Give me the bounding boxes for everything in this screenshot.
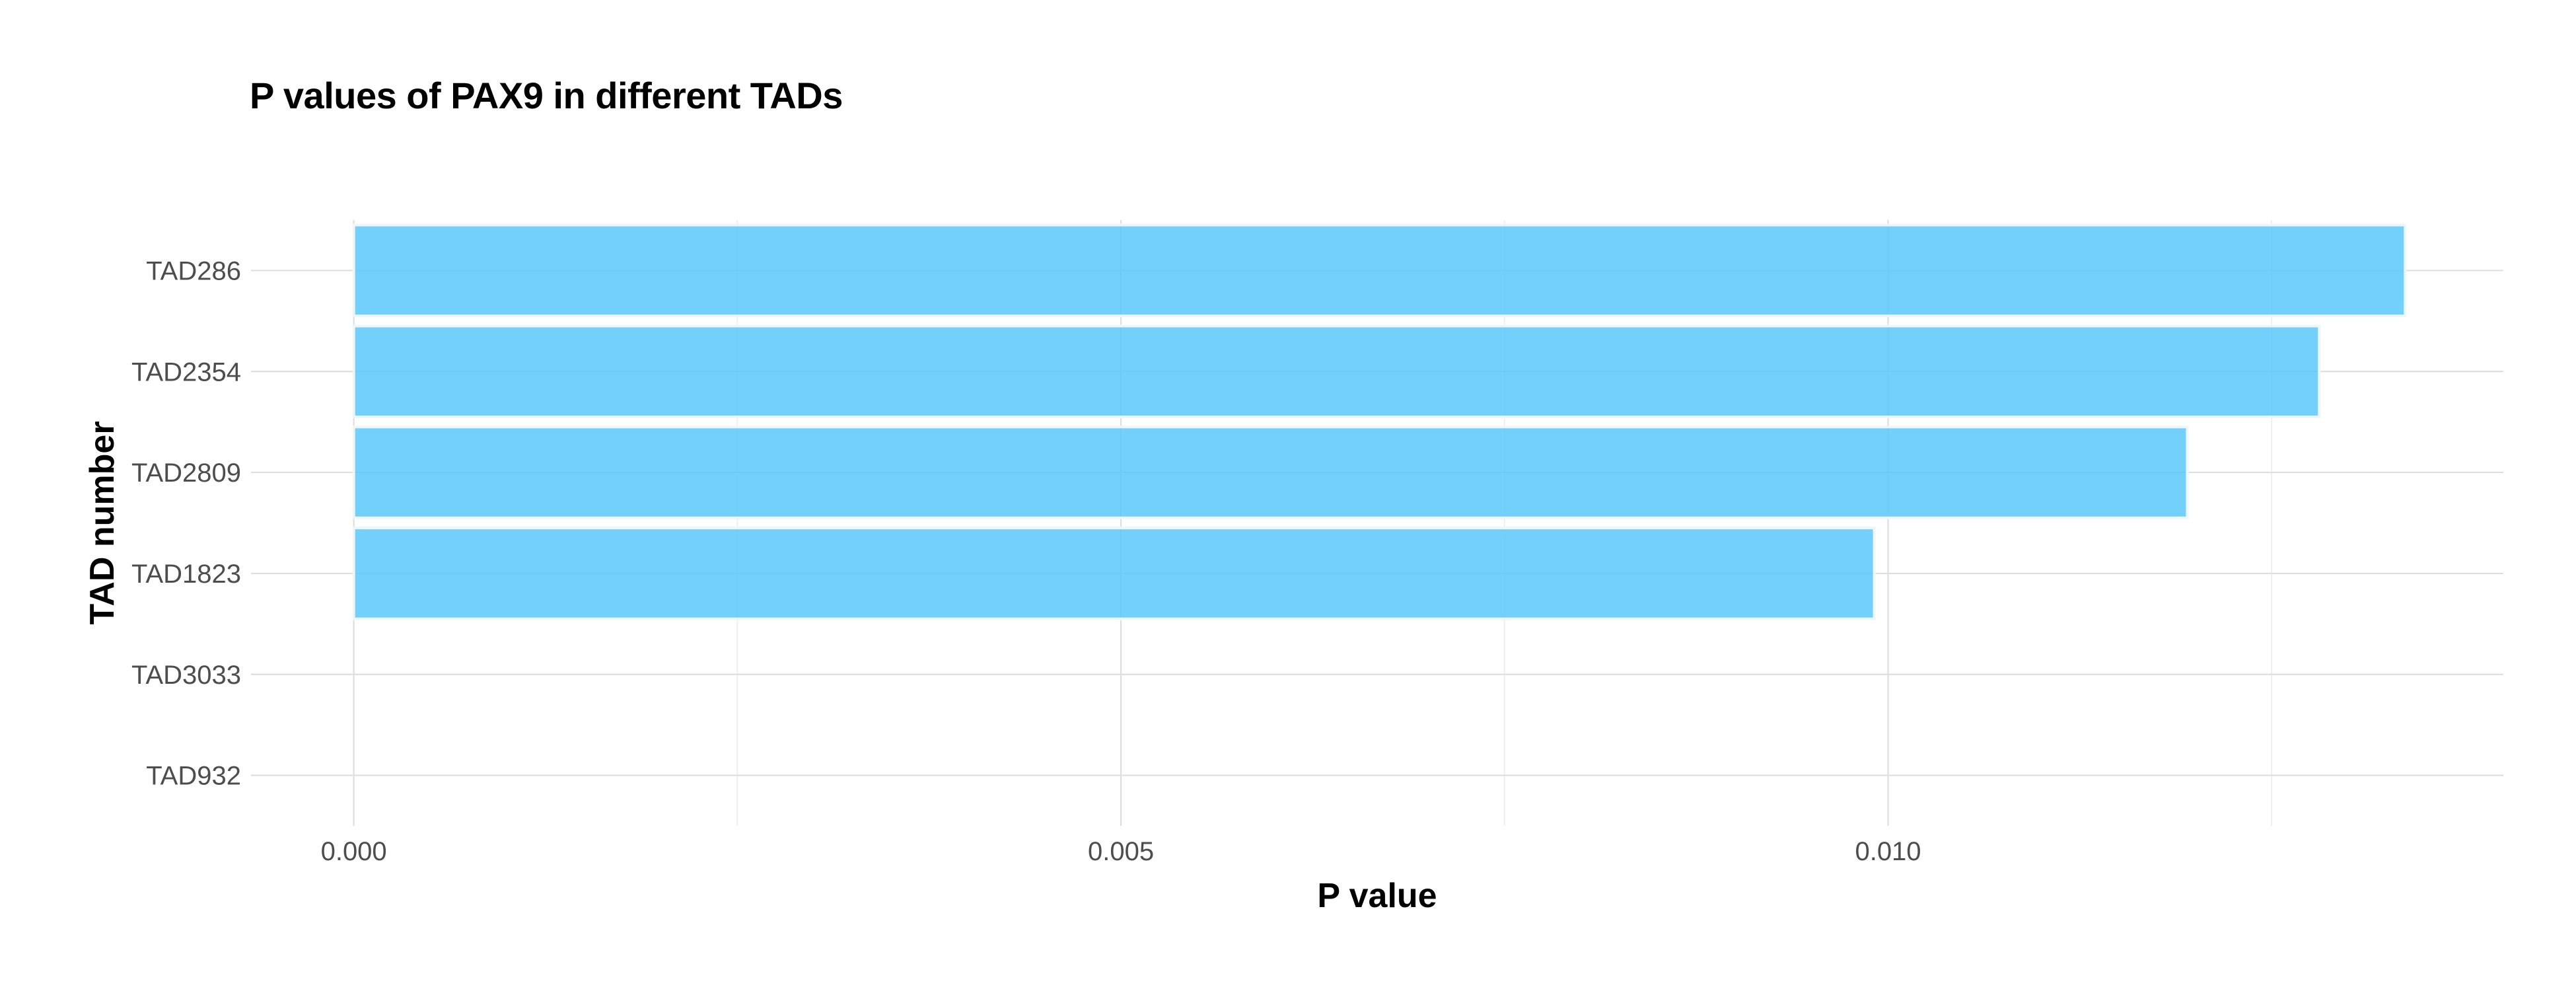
- y-tick-label: TAD2354: [131, 357, 241, 386]
- x-tick-label: 0.010: [1855, 837, 1921, 866]
- bar-tad286: [352, 223, 2407, 318]
- y-axis-title: TAD number: [83, 421, 122, 624]
- bar-tad2354: [352, 324, 2321, 419]
- y-tick-label: TAD286: [146, 256, 241, 285]
- y-tick-label: TAD3033: [131, 661, 241, 690]
- bar-tad2809: [352, 425, 2189, 519]
- chart-title: P values of PAX9 in different TADs: [250, 75, 843, 116]
- bar-tad1823: [352, 527, 1876, 620]
- y-tick-labels: TAD286 TAD2354 TAD2809 TAD1823 TAD3033 TAD932: [131, 256, 241, 790]
- x-tick-label: 0.000: [321, 837, 387, 866]
- x-axis-title: P value: [1317, 877, 1437, 915]
- x-tick-labels: 0.000 0.005 0.010: [321, 837, 1921, 866]
- x-tick-label: 0.005: [1088, 837, 1154, 866]
- y-tick-label: TAD1823: [131, 560, 241, 589]
- bars: [352, 223, 2407, 620]
- y-tick-label: TAD932: [146, 762, 241, 791]
- y-tick-label: TAD2809: [131, 459, 241, 488]
